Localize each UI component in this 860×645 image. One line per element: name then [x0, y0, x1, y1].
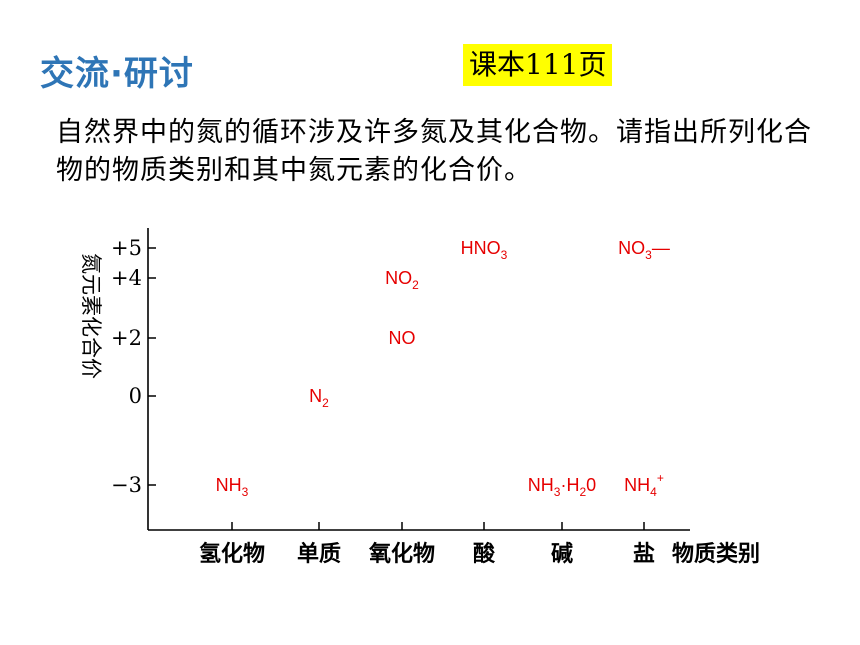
section-title: 交流·研讨 — [40, 54, 194, 94]
y-tick-label: +4 — [111, 266, 142, 290]
data-point-label: NO3— — [618, 238, 670, 262]
data-point-label: NH3·H20 — [528, 475, 596, 499]
y-tick-label: +2 — [111, 326, 142, 350]
y-axis-label: 氮元素化合价 — [79, 253, 103, 379]
data-point-label: NH3 — [216, 475, 249, 499]
data-point-label: HNO3 — [461, 238, 508, 262]
y-tick-label: −3 — [111, 473, 142, 497]
x-tick-label: 碱 — [551, 541, 573, 567]
x-tick-label: 酸 — [473, 542, 496, 567]
textbook-page-badge: 课本111页 — [463, 44, 613, 86]
x-axis-label: 物质类别 — [672, 541, 760, 567]
x-ticks: 氢化物 单质 氧化物 酸 碱 盐 — [199, 522, 655, 567]
data-point-label: NO2 — [385, 268, 419, 292]
x-tick-label: 氧化物 — [368, 541, 435, 567]
y-ticks: +5 +4 +2 0 −3 — [111, 236, 156, 497]
data-point-label: NH4+ — [624, 471, 664, 499]
x-tick-label: 单质 — [297, 542, 341, 567]
data-point-label: N2 — [309, 386, 329, 410]
x-tick-label: 氢化物 — [199, 541, 265, 567]
data-points: NH3 N2 NO NO2 HNO3 NH3·H20 NH4+ NO3— — [216, 238, 670, 499]
y-tick-label: 0 — [129, 384, 142, 408]
y-tick-label: +5 — [111, 236, 142, 260]
x-tick-label: 盐 — [633, 542, 655, 567]
intro-text: 自然界中的氮的循环涉及许多氮及其化合物。请指出所列化合物的物质类别和其中氮元素的… — [56, 117, 812, 186]
data-point-label: NO — [389, 328, 416, 348]
